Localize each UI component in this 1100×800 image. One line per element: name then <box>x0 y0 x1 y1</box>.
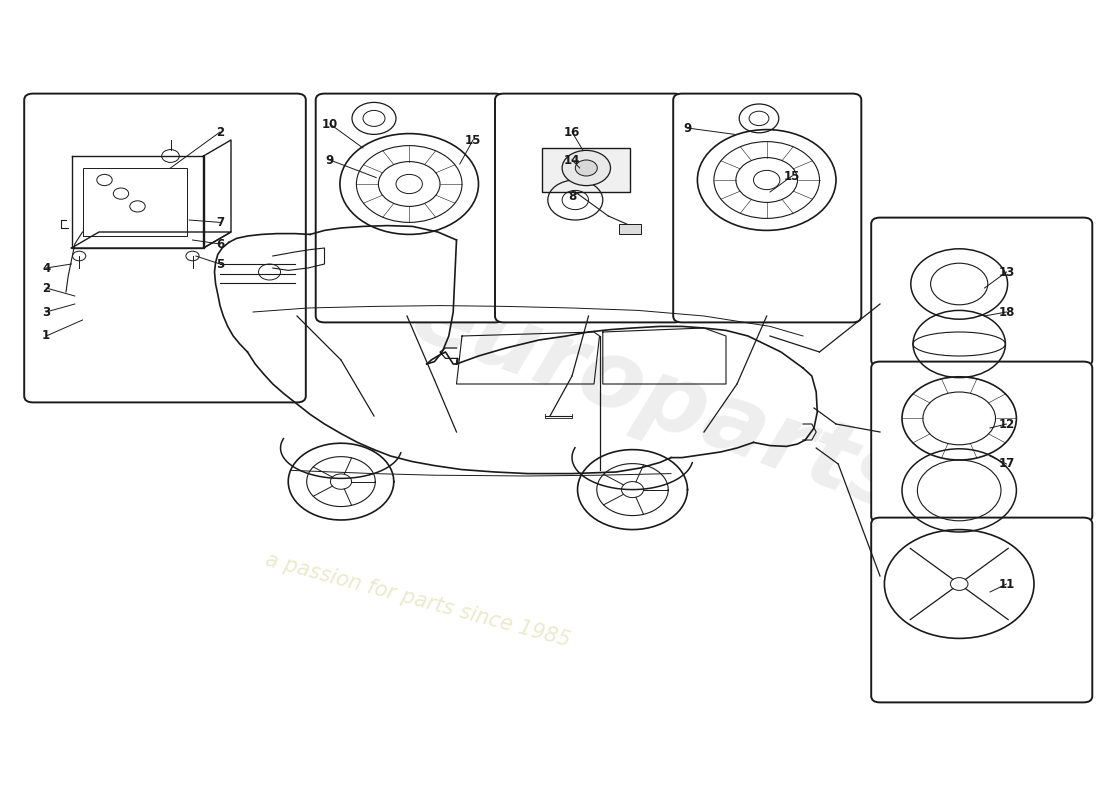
Bar <box>82 168 187 236</box>
Circle shape <box>575 160 597 176</box>
Text: 8: 8 <box>568 190 576 202</box>
Circle shape <box>562 150 611 186</box>
Text: 11: 11 <box>999 578 1014 590</box>
FancyBboxPatch shape <box>871 362 1092 522</box>
Text: 3: 3 <box>42 306 51 318</box>
FancyBboxPatch shape <box>316 94 504 322</box>
Text: 9: 9 <box>326 154 334 166</box>
Text: 2: 2 <box>216 126 224 138</box>
Text: 7: 7 <box>216 216 224 229</box>
Text: 1: 1 <box>42 330 51 342</box>
Bar <box>619 224 641 234</box>
Text: 6: 6 <box>216 238 224 250</box>
FancyBboxPatch shape <box>871 218 1092 366</box>
Text: europarts: europarts <box>399 267 921 533</box>
Text: 17: 17 <box>999 458 1014 470</box>
Text: 18: 18 <box>999 306 1014 318</box>
Text: 15: 15 <box>784 170 800 182</box>
Text: 5: 5 <box>216 258 224 270</box>
Text: 14: 14 <box>564 154 580 166</box>
Text: a passion for parts since 1985: a passion for parts since 1985 <box>263 550 573 650</box>
Text: 15: 15 <box>465 134 481 146</box>
Text: 13: 13 <box>999 266 1014 278</box>
FancyBboxPatch shape <box>673 94 861 322</box>
FancyBboxPatch shape <box>24 94 306 402</box>
FancyBboxPatch shape <box>495 94 683 322</box>
Text: 10: 10 <box>322 118 338 130</box>
Text: 12: 12 <box>999 418 1014 430</box>
Text: 4: 4 <box>42 262 51 274</box>
FancyBboxPatch shape <box>871 518 1092 702</box>
Text: 2: 2 <box>42 282 51 294</box>
Text: 9: 9 <box>683 122 692 134</box>
Bar <box>542 148 630 192</box>
Text: 16: 16 <box>564 126 580 138</box>
